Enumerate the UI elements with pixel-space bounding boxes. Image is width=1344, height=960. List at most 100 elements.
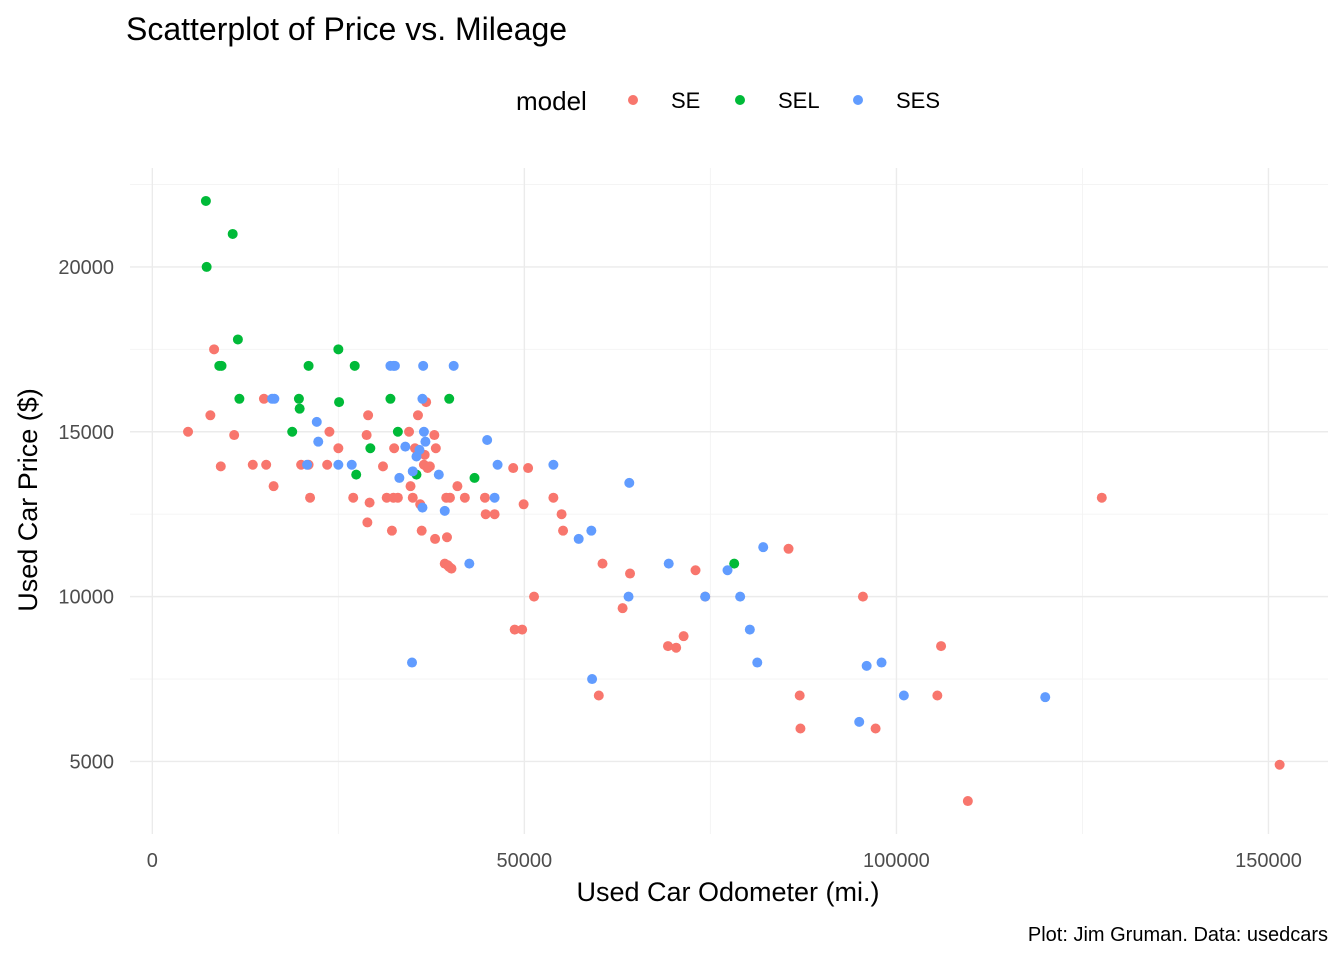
data-point (623, 591, 634, 602)
data-point (234, 393, 245, 404)
data-point (876, 657, 887, 668)
data-point (333, 344, 344, 355)
data-point (464, 558, 475, 569)
series-sel (200, 195, 740, 569)
data-point (936, 641, 947, 652)
data-point (389, 360, 400, 371)
data-point (444, 393, 455, 404)
data-point (509, 624, 520, 635)
data-point (624, 477, 635, 488)
data-point (412, 410, 423, 421)
data-point (407, 492, 418, 503)
grid (130, 168, 1328, 834)
data-point (302, 459, 313, 470)
data-point (362, 517, 373, 528)
x-tick-label: 0 (147, 850, 158, 872)
data-point (392, 492, 403, 503)
data-point (430, 443, 441, 454)
data-point (529, 591, 540, 602)
data-point (324, 426, 335, 437)
data-point (418, 360, 429, 371)
data-point (407, 657, 418, 668)
data-point (268, 481, 279, 492)
x-tick-label: 50000 (497, 850, 553, 872)
legend: model SE SEL SES (516, 86, 940, 116)
data-point (722, 565, 733, 576)
x-tick-label: 150000 (1235, 850, 1302, 872)
data-point (593, 690, 604, 701)
data-point (448, 360, 459, 371)
data-point (303, 360, 314, 371)
data-point (305, 492, 316, 503)
data-point (662, 641, 673, 652)
x-axis-title: Used Car Odometer (mi.) (576, 877, 879, 907)
data-point (416, 525, 427, 536)
data-point (617, 603, 628, 614)
data-point (334, 397, 345, 408)
data-point (232, 334, 243, 345)
data-point (548, 459, 559, 470)
data-point (392, 426, 403, 437)
data-point (932, 690, 943, 701)
plot-caption: Plot: Jim Gruman. Data: usedcars (1028, 924, 1328, 946)
legend-key-se (628, 95, 638, 105)
data-point (735, 591, 746, 602)
data-point (405, 481, 416, 492)
data-point (1274, 759, 1285, 770)
data-point (404, 426, 415, 437)
data-point (518, 499, 529, 510)
data-point (729, 558, 740, 569)
data-point (322, 459, 333, 470)
data-point (216, 360, 227, 371)
data-point (625, 568, 636, 579)
data-point (311, 416, 322, 427)
data-point (898, 690, 909, 701)
data-point (439, 505, 450, 516)
data-point (870, 723, 881, 734)
legend-key-ses (853, 95, 863, 105)
data-points (183, 195, 1285, 807)
data-point (400, 441, 411, 452)
y-tick-label: 5000 (70, 751, 115, 773)
data-point (671, 642, 682, 653)
data-point (287, 426, 298, 437)
data-point (420, 436, 431, 447)
data-point (229, 430, 240, 441)
chart-title: Scatterplot of Price vs. Mileage (126, 11, 567, 47)
data-point (346, 459, 357, 470)
data-point (407, 466, 418, 477)
data-point (200, 195, 211, 206)
data-point (201, 261, 212, 272)
data-point (556, 509, 567, 520)
data-point (508, 463, 519, 474)
data-point (361, 430, 372, 441)
data-point (517, 624, 528, 635)
data-point (663, 558, 674, 569)
legend-label-sel: SEL (778, 88, 820, 113)
series-se (183, 344, 1285, 807)
data-point (962, 796, 973, 807)
data-point (523, 463, 534, 474)
data-point (444, 492, 455, 503)
legend-title: model (516, 86, 587, 116)
data-point (690, 565, 701, 576)
x-tick-label: 100000 (863, 850, 930, 872)
data-point (752, 657, 763, 668)
data-point (385, 393, 396, 404)
data-point (480, 509, 491, 520)
data-point (558, 525, 569, 536)
data-point (293, 393, 304, 404)
data-point (294, 403, 305, 414)
data-point (215, 461, 226, 472)
y-tick-label: 10000 (58, 587, 114, 609)
data-point (573, 533, 584, 544)
data-point (489, 492, 500, 503)
data-point (333, 443, 344, 454)
axis-ticks: 0 50000 100000 150000 5000 10000 15000 20000 (58, 257, 1301, 872)
legend-label-ses: SES (896, 88, 940, 113)
data-point (548, 492, 559, 503)
data-point (313, 436, 324, 447)
data-point (482, 435, 493, 446)
data-point (377, 461, 388, 472)
